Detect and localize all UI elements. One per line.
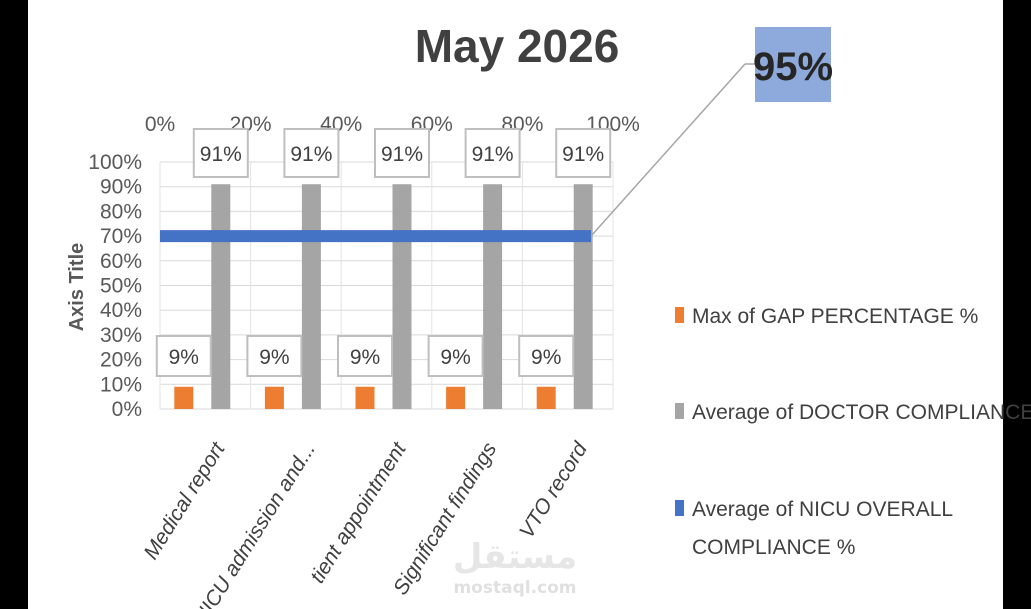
legend-label: Max of GAP PERCENTAGE % [692, 305, 978, 328]
legend-swatch [675, 307, 684, 323]
data-label-box [464, 128, 521, 178]
data-label-box [155, 335, 212, 377]
bar-doctor-compliance [301, 184, 321, 409]
data-label-doctor: 91% [562, 143, 604, 166]
data-label-box [337, 335, 393, 377]
legend-label: Average of DOCTOR COMPLIANCE [692, 401, 1031, 424]
callout-value: 95% [753, 45, 833, 89]
y-tick-label: 10% [100, 373, 142, 396]
legend-label: COMPLIANCE % [692, 536, 855, 559]
secondary-x-tick-label: 0% [145, 113, 175, 136]
data-label-gap: 9% [169, 346, 199, 369]
y-tick-label: 30% [100, 324, 142, 347]
category-label: VTO record [515, 437, 593, 542]
bar-gap-percentage [264, 386, 284, 409]
legend-label: Average of NICU OVERALL [692, 498, 953, 521]
bar-doctor-compliance [483, 184, 503, 409]
bar-doctor-compliance [211, 184, 231, 409]
data-label-doctor: 91% [472, 143, 514, 166]
callout: 95% [590, 27, 833, 237]
data-label-box [283, 128, 340, 178]
y-axis-title: Axis Title [66, 243, 88, 332]
bar-gap-percentage [446, 386, 466, 409]
callout-box [755, 27, 831, 102]
data-label-box [192, 128, 249, 178]
chart-title: May 2026 [415, 20, 620, 72]
bar-gap-percentage [355, 386, 375, 409]
y-tick-label: 100% [88, 151, 142, 174]
watermark-arabic: مستقل [453, 537, 577, 577]
bar-gap-percentage [536, 386, 556, 409]
y-axis-ticks: 0%10%20%30%40%50%60%70%80%90%100% [88, 151, 142, 421]
legend: Max of GAP PERCENTAGE % Average of DOCTOR… [675, 305, 1031, 559]
data-label-box [518, 335, 575, 377]
bar-doctor-compliance [573, 184, 593, 409]
watermark-latin: mostaql.com [453, 578, 576, 598]
data-label-box [246, 335, 303, 377]
data-label-box [427, 335, 484, 377]
category-label: tient appointment [306, 437, 411, 587]
watermark: مستقل mostaql.com [453, 537, 577, 598]
data-label-box [555, 128, 612, 178]
data-label-gap: 9% [531, 346, 561, 369]
bar-doctor-compliance [392, 184, 412, 409]
data-label-doctor: 91% [200, 143, 242, 166]
y-tick-label: 50% [100, 275, 142, 298]
data-label-doctor: 91% [290, 143, 332, 166]
y-tick-label: 70% [100, 225, 142, 248]
data-label-gap: 9% [440, 346, 470, 369]
chart-card [28, 0, 1003, 609]
y-tick-label: 0% [112, 398, 142, 421]
y-tick-label: 80% [100, 200, 142, 223]
data-label-box [374, 128, 430, 178]
y-tick-label: 20% [100, 349, 142, 372]
y-tick-label: 60% [100, 250, 142, 273]
data-label-gap: 9% [259, 346, 289, 369]
callout-leader-line [590, 63, 746, 237]
legend-swatch [675, 403, 684, 419]
y-tick-label: 90% [100, 176, 142, 199]
data-label-gap: 9% [350, 346, 380, 369]
legend-swatch [675, 500, 684, 516]
data-label-doctor: 91% [381, 143, 423, 166]
data-labels: 9% 91% 9% 91% 9% 91% 9% 91% 9% 91% [155, 128, 612, 377]
bar-gap-percentage [174, 386, 194, 409]
category-label: Medical report [140, 437, 231, 563]
y-tick-label: 40% [100, 299, 142, 322]
